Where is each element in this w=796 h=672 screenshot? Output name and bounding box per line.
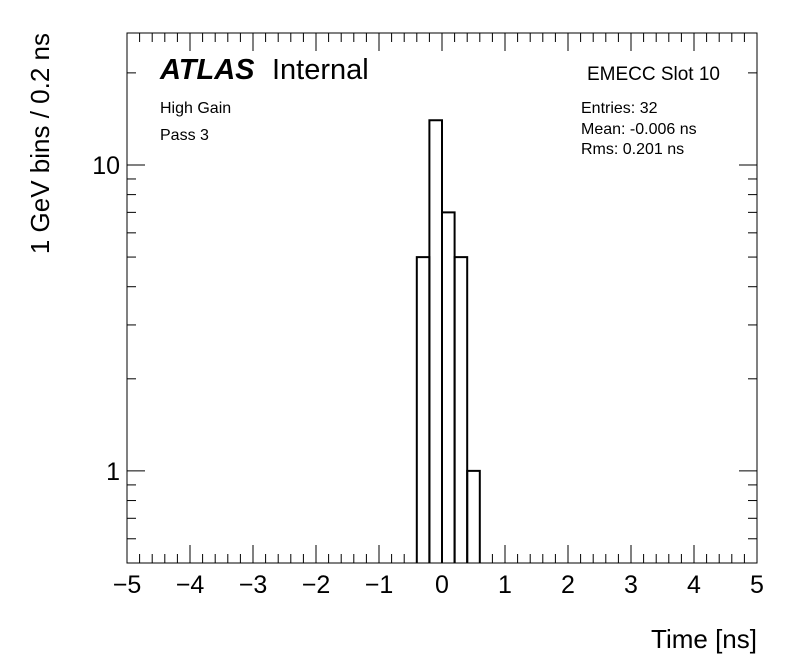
histogram-bin [441, 211, 456, 563]
x-tick-label: −4 [176, 571, 205, 599]
atlas-sub-label: Internal [272, 54, 369, 86]
x-axis-label: Time [ns] [651, 624, 757, 654]
stat: Rms: 0.201 ns [581, 141, 684, 158]
y-tick-label: 1 [106, 458, 120, 486]
histogram-bin [415, 256, 431, 563]
x-tick-label: −5 [113, 571, 142, 599]
x-tick-label: −3 [239, 571, 268, 599]
histogram-bin [428, 119, 443, 563]
x-tick-label: 3 [624, 571, 638, 599]
region-label: EMECC Slot 10 [587, 64, 720, 85]
x-tick-label: 2 [561, 571, 575, 599]
stat: Mean: -0.006 ns [581, 121, 697, 138]
x-tick-label: 0 [435, 571, 449, 599]
x-tick-label: 5 [750, 571, 764, 599]
x-tick-label: −2 [302, 571, 331, 599]
atlas-label: ATLAS [159, 54, 255, 86]
x-tick-label: −1 [365, 571, 394, 599]
annotation: Pass 3 [160, 127, 209, 144]
stat: Entries: 32 [581, 100, 658, 117]
histogram-bin [466, 469, 481, 563]
annotation: High Gain [160, 100, 231, 117]
y-axis-label: 1 GeV bins / 0.2 ns [25, 33, 55, 254]
x-tick-label: 4 [687, 571, 701, 599]
y-tick-label: 10 [92, 152, 120, 180]
histogram-bin [453, 256, 469, 563]
x-tick-label: 1 [498, 571, 512, 599]
